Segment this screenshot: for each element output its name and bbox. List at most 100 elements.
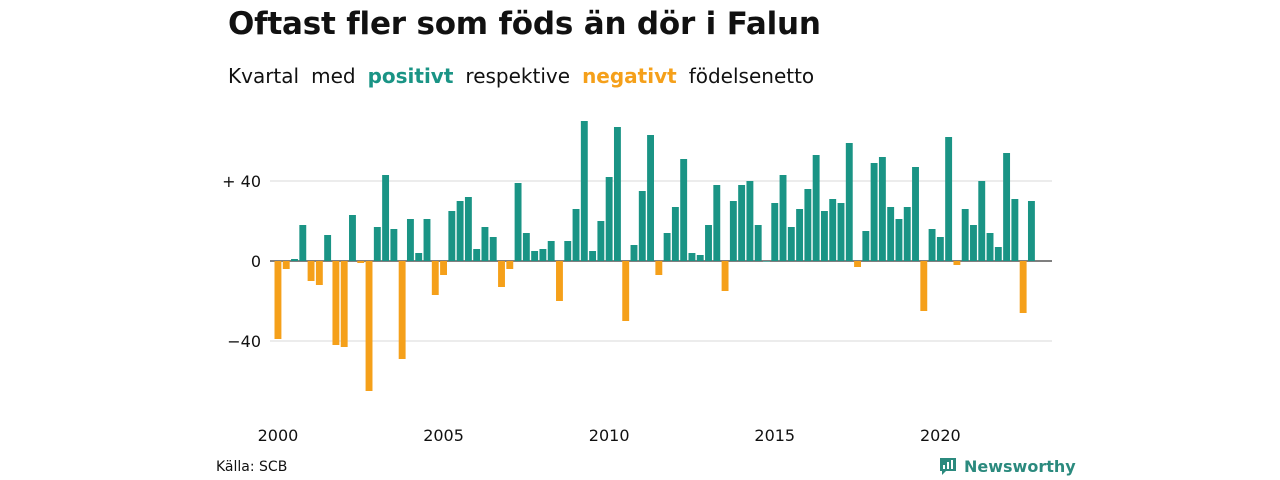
- bar-positive: [647, 135, 654, 261]
- x-tick-label: 2010: [589, 426, 630, 445]
- bar-positive: [580, 121, 588, 261]
- x-tick-label: 2005: [423, 426, 464, 445]
- bar-positive: [448, 211, 456, 261]
- bar-positive: [489, 237, 497, 261]
- bar-positive: [820, 211, 828, 261]
- bar-negative: [398, 261, 406, 359]
- subtitle-text-2: med: [311, 64, 356, 88]
- bar-negative: [357, 261, 365, 263]
- chart-title: Oftast fler som föds än dör i Falun: [228, 6, 821, 42]
- bar-positive: [738, 185, 746, 261]
- bar-positive: [746, 181, 754, 261]
- bar-positive: [382, 175, 390, 261]
- bar-positive: [903, 207, 911, 261]
- bar-positive: [796, 209, 804, 261]
- bar-negative: [282, 261, 290, 269]
- subtitle-text-3: respektive: [465, 64, 571, 88]
- bar-positive: [589, 251, 597, 261]
- bar-negative: [440, 261, 447, 275]
- bar-positive: [705, 225, 712, 261]
- bar-negative: [556, 261, 563, 301]
- bar-positive: [638, 191, 646, 261]
- bar-positive: [481, 227, 489, 261]
- bar-positive: [349, 215, 356, 261]
- bar-negative: [498, 261, 505, 287]
- bar-negative: [340, 261, 348, 347]
- bar-positive: [845, 143, 853, 261]
- bar-negative: [953, 261, 961, 265]
- bar-positive: [970, 225, 977, 261]
- bar-negative: [506, 261, 514, 269]
- bar-positive: [1011, 199, 1019, 261]
- bar-positive: [680, 159, 688, 261]
- bar-positive: [978, 181, 986, 261]
- bar-positive: [291, 259, 298, 261]
- bar-positive: [324, 235, 332, 261]
- x-tick-label: 2015: [754, 426, 795, 445]
- bar-positive: [373, 227, 381, 261]
- bar-positive: [1003, 153, 1011, 261]
- bar-positive: [812, 155, 820, 261]
- y-tick-label: + 40: [222, 172, 261, 191]
- newsworthy-logo-icon: [940, 458, 956, 475]
- brand-name: Newsworthy: [964, 456, 1076, 476]
- bar-positive: [605, 177, 613, 261]
- bar-positive: [928, 229, 936, 261]
- bar-positive: [539, 249, 547, 261]
- x-tick-label: 2000: [258, 426, 299, 445]
- bar-positive: [870, 163, 878, 261]
- bar-positive: [663, 233, 671, 261]
- bar-negative: [1019, 261, 1027, 313]
- bar-positive: [961, 209, 969, 261]
- bar-positive: [779, 175, 787, 261]
- bar-positive: [514, 183, 522, 261]
- bar-negative: [431, 261, 439, 295]
- bar-positive: [299, 225, 307, 261]
- y-tick-label: 0: [251, 252, 261, 271]
- bar-positive: [406, 219, 414, 261]
- bar-positive: [564, 241, 572, 261]
- bar-negative: [332, 261, 340, 345]
- subtitle-text-4: födelsenetto: [688, 64, 815, 88]
- source-note: Källa: SCB: [216, 459, 288, 475]
- bar-negative: [854, 261, 861, 267]
- y-tick-label: −40: [227, 332, 261, 351]
- subtitle-text-1: Kvartal: [228, 64, 300, 88]
- bar-positive: [763, 261, 770, 262]
- bar-negative: [315, 261, 323, 285]
- bar-positive: [887, 207, 895, 261]
- bar-positive: [423, 219, 431, 261]
- bar-positive: [837, 203, 845, 261]
- bar-positive: [936, 237, 944, 261]
- bar-positive: [771, 203, 779, 261]
- bar-positive: [688, 253, 696, 261]
- bar-positive: [878, 157, 886, 261]
- brand-logo: Newsworthy: [938, 456, 1076, 476]
- bar-negative: [920, 261, 928, 311]
- bar-positive: [713, 185, 721, 261]
- x-tick-labels: 2000 2005 2010 2015 2020: [258, 426, 961, 445]
- bar-positive: [390, 229, 398, 261]
- bar-positive: [671, 207, 679, 261]
- bar-positive: [473, 249, 481, 261]
- bar-negative: [655, 261, 663, 275]
- chart-subtitle: Kvartal med positivt respektive negativt föde…: [228, 64, 826, 88]
- bar-positive: [729, 201, 737, 261]
- x-tick-label: 2020: [920, 426, 961, 445]
- bar-negative: [274, 261, 282, 339]
- y-tick-labels: + 40 0 −40: [222, 172, 261, 351]
- bar-positive: [829, 199, 837, 261]
- bar-positive: [597, 221, 605, 261]
- bar-positive: [1027, 201, 1035, 261]
- bar-positive: [895, 219, 903, 261]
- bar-positive: [415, 253, 423, 261]
- bar-negative: [721, 261, 729, 291]
- bar-positive: [522, 233, 530, 261]
- bar-positive: [456, 201, 464, 261]
- bar-negative: [365, 261, 373, 391]
- bar-positive: [696, 255, 704, 261]
- subtitle-negative-word: negativt: [582, 64, 677, 88]
- bar-positive: [613, 127, 621, 261]
- bars: [274, 121, 1035, 391]
